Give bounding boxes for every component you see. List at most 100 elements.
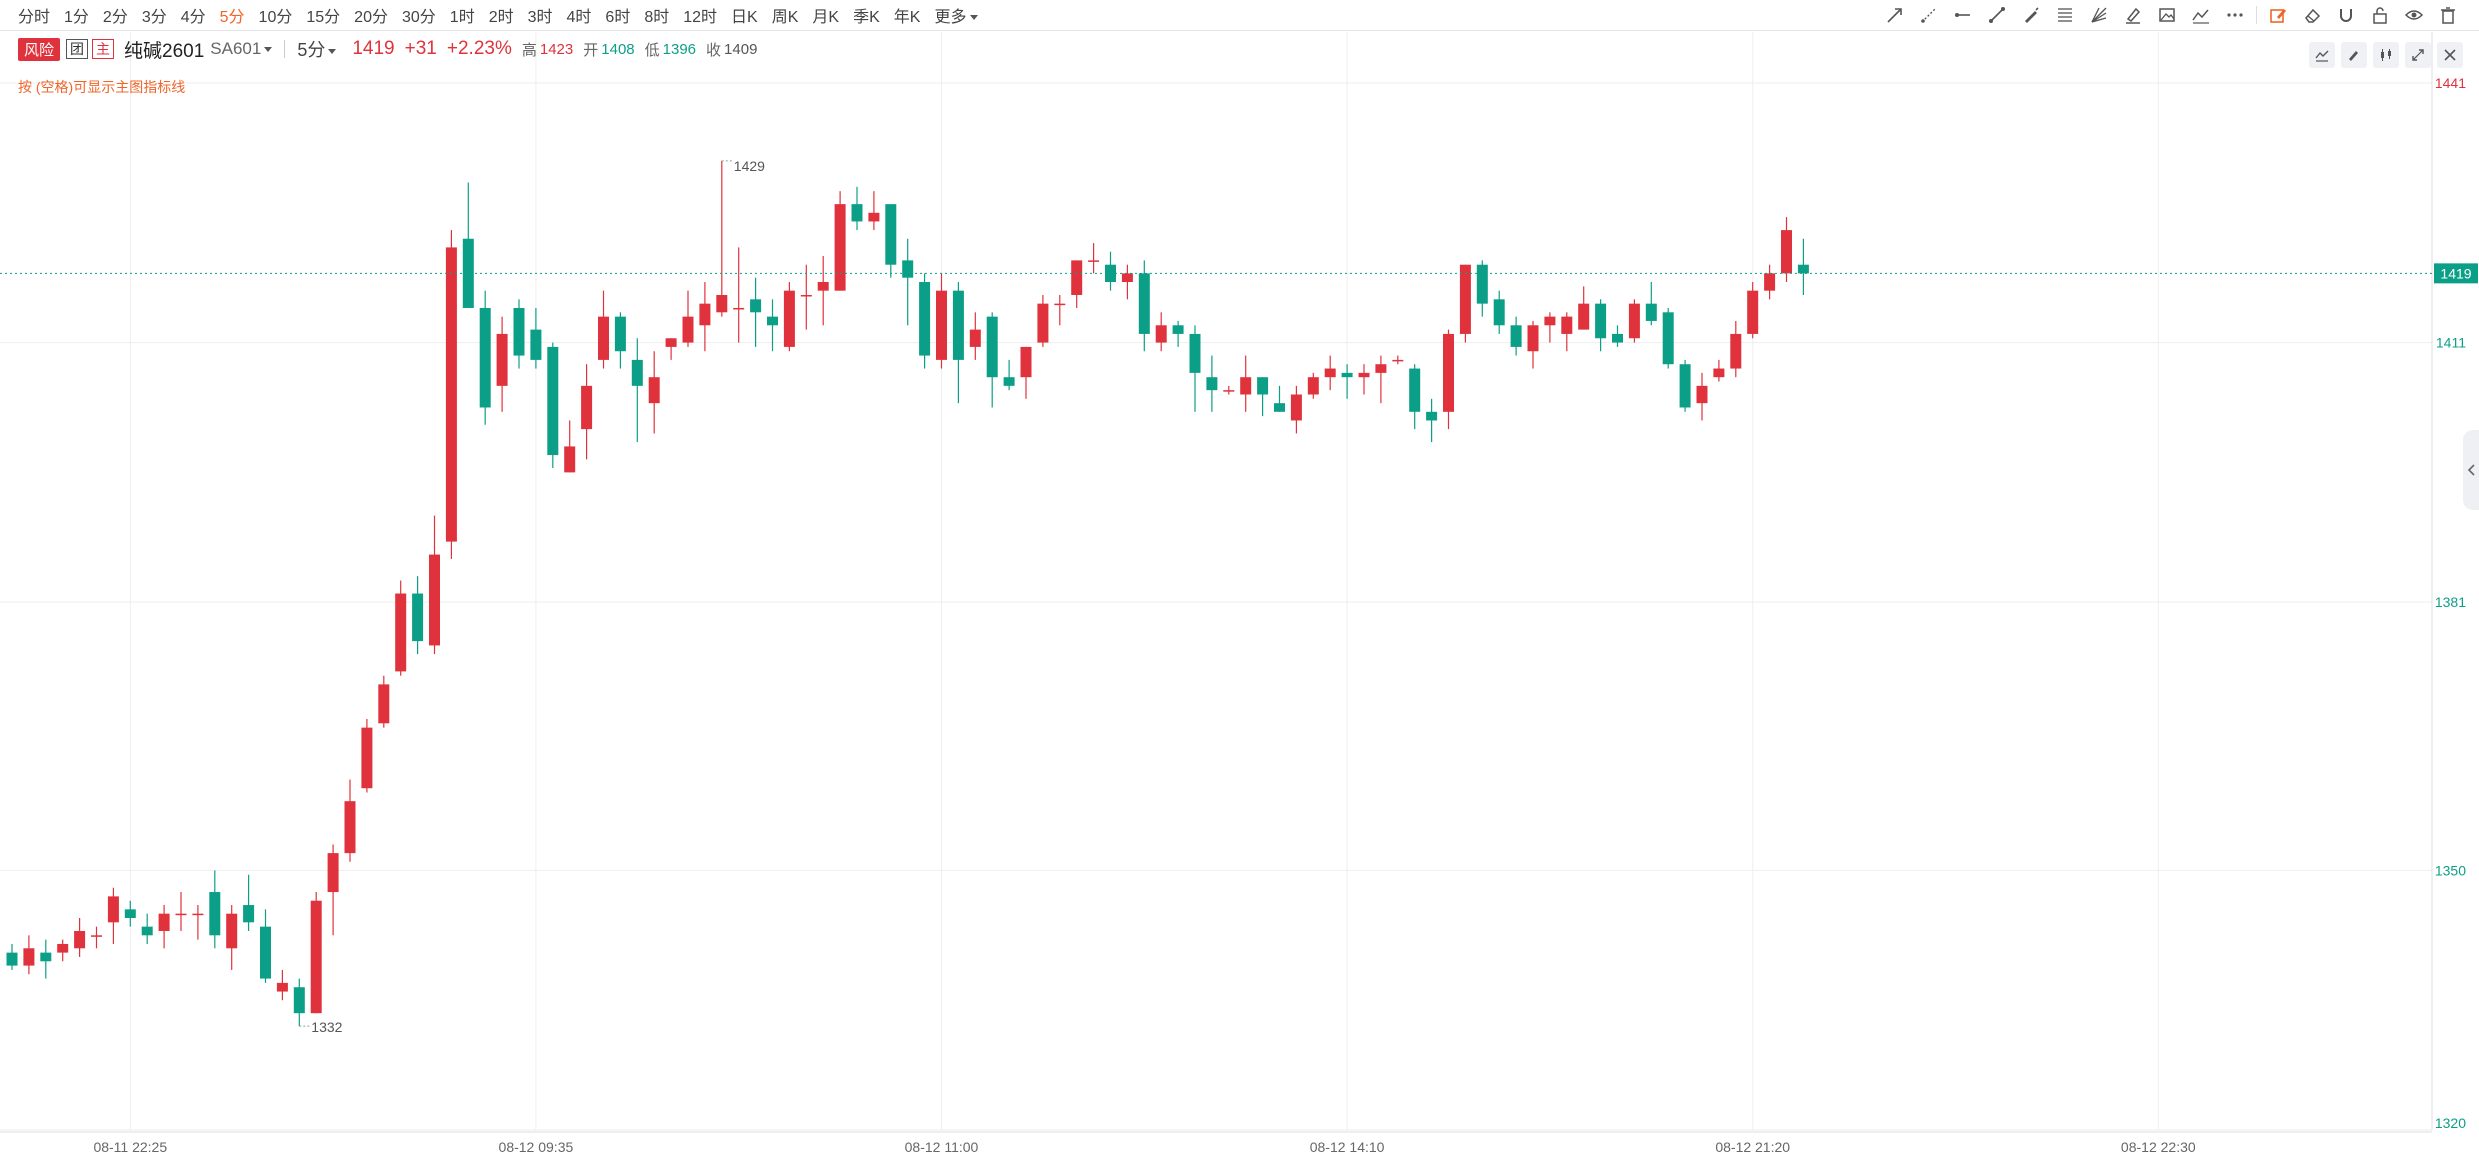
- draw-pen-icon[interactable]: [2341, 42, 2367, 68]
- period-toolbar: 分时 1分 2分 3分 4分 5分 10分 15分 20分 30分 1时 2时 3时 4时 6时 8时 12时日…: [0, 0, 2479, 31]
- candle-down: [412, 593, 424, 642]
- gann-fan-icon[interactable]: [2082, 0, 2116, 30]
- period-tab[interactable]: 10分: [258, 9, 293, 26]
- period-tab[interactable]: 2分: [102, 9, 128, 26]
- candle-down: [1003, 377, 1015, 386]
- candle-up: [1155, 325, 1167, 343]
- group-badge[interactable]: 团: [66, 39, 89, 59]
- candle-down: [547, 346, 559, 456]
- candle-up: [327, 853, 339, 893]
- candle-down: [1612, 333, 1623, 343]
- period-tab[interactable]: 季K: [853, 9, 880, 26]
- pen-line-icon[interactable]: [2014, 0, 2048, 30]
- candle-up: [564, 446, 576, 473]
- candle-down: [1274, 403, 1285, 412]
- trash-icon[interactable]: [2431, 0, 2465, 30]
- period-tab[interactable]: 6时: [605, 9, 631, 26]
- candle-up: [648, 377, 660, 404]
- period-tab[interactable]: 20分: [354, 9, 388, 26]
- indicator-line-icon[interactable]: [2309, 42, 2335, 68]
- brush-icon[interactable]: [2116, 0, 2150, 30]
- indicator-hint: 按 (空格)可显示主图指标线: [18, 79, 186, 95]
- candle-up: [91, 935, 102, 937]
- candle-up: [23, 948, 35, 966]
- candle-down: [243, 905, 255, 923]
- period-select-label: 5分: [297, 40, 326, 60]
- segment-line-icon[interactable]: [1980, 0, 2014, 30]
- arrow-line-icon[interactable]: [1878, 0, 1912, 30]
- period-tab[interactable]: 30分: [401, 9, 436, 26]
- current-price-tag: [2434, 263, 2478, 284]
- period-tab[interactable]: 2时: [488, 9, 514, 26]
- period-tab[interactable]: 1时: [449, 9, 475, 26]
- horizontal-line-icon[interactable]: [1946, 0, 1980, 30]
- period-tab[interactable]: 15分: [306, 9, 341, 26]
- open-label: 开: [583, 41, 599, 59]
- candle-up: [1358, 372, 1370, 378]
- eye-icon[interactable]: [2397, 0, 2431, 30]
- chevron-left-icon: [2467, 464, 2475, 476]
- candle-up: [1375, 364, 1387, 373]
- risk-badge: 风险: [18, 37, 61, 61]
- image-icon[interactable]: [2150, 0, 2184, 30]
- trend-icon[interactable]: [2184, 0, 2218, 30]
- period-tab[interactable]: 日K: [731, 9, 758, 26]
- eraser-icon[interactable]: [2295, 0, 2329, 30]
- price-tick-label: 1411: [2436, 335, 2466, 351]
- time-tick-label: 08-12 21:20: [1715, 1139, 1790, 1155]
- candle-down: [631, 359, 643, 386]
- period-tab[interactable]: 月K: [812, 9, 840, 26]
- candle-up: [226, 913, 238, 949]
- candle-style-icon[interactable]: [2373, 42, 2399, 68]
- candle-up: [74, 930, 86, 949]
- symbol-code[interactable]: SA601: [210, 39, 262, 58]
- period-tab[interactable]: 3时: [527, 9, 553, 26]
- symbol-name[interactable]: 纯碱2601: [124, 40, 205, 62]
- period-tab[interactable]: 4分: [180, 9, 206, 26]
- candle-up: [192, 913, 204, 916]
- more-dots-icon[interactable]: [2218, 0, 2252, 30]
- close-icon[interactable]: [2437, 42, 2463, 68]
- candle-up: [1240, 377, 1252, 395]
- candle-down: [1257, 377, 1269, 395]
- edit-icon[interactable]: [2261, 0, 2295, 30]
- candle-down: [902, 260, 914, 278]
- low-value: 1396: [662, 40, 697, 58]
- period-tab[interactable]: 5分: [219, 9, 245, 26]
- period-tab[interactable]: 3分: [141, 9, 167, 26]
- period-tabs: 分时 1分 2分 3分 4分 5分 10分 15分 20分 30分 1时 2时 3时 4时 6时 8时 12时日…: [18, 0, 992, 30]
- more-periods-button[interactable]: 更多: [934, 3, 978, 27]
- chevron-down-icon[interactable]: [264, 46, 273, 52]
- candle-down: [40, 952, 52, 962]
- candle-up: [868, 212, 880, 222]
- candle-up: [800, 294, 812, 297]
- candle-up: [158, 913, 170, 931]
- period-tab[interactable]: 8时: [644, 9, 670, 26]
- fibonacci-icon[interactable]: [2048, 0, 2082, 30]
- magnet-icon[interactable]: [2329, 0, 2363, 30]
- period-tab[interactable]: 1分: [64, 9, 89, 26]
- period-tab[interactable]: 周K: [771, 9, 799, 26]
- price-tick-label: 1320: [2435, 1115, 2466, 1131]
- candle-up: [1037, 303, 1049, 343]
- candle-up: [1054, 303, 1066, 306]
- period-tab[interactable]: 12时: [683, 9, 718, 26]
- period-tab[interactable]: 年K: [893, 9, 921, 26]
- candle-up: [361, 727, 373, 789]
- candle-up: [733, 307, 745, 310]
- ray-line-icon[interactable]: [1912, 0, 1946, 30]
- fullscreen-icon[interactable]: [2405, 42, 2431, 68]
- period-select[interactable]: 5分: [297, 36, 337, 62]
- period-tab[interactable]: 4时: [566, 9, 592, 26]
- period-tab[interactable]: 分时: [18, 9, 51, 26]
- lock-icon[interactable]: [2363, 0, 2397, 30]
- candle-up: [969, 329, 981, 347]
- candle-down: [1662, 312, 1674, 365]
- price-axis: 1441 1411 1381 1350 1320 1419: [2434, 75, 2478, 1131]
- candle-down: [6, 952, 18, 966]
- more-periods-label: 更多: [934, 9, 967, 26]
- side-panel-toggle[interactable]: [2463, 430, 2479, 510]
- candle-up: [1459, 264, 1471, 334]
- candle-down: [260, 926, 271, 979]
